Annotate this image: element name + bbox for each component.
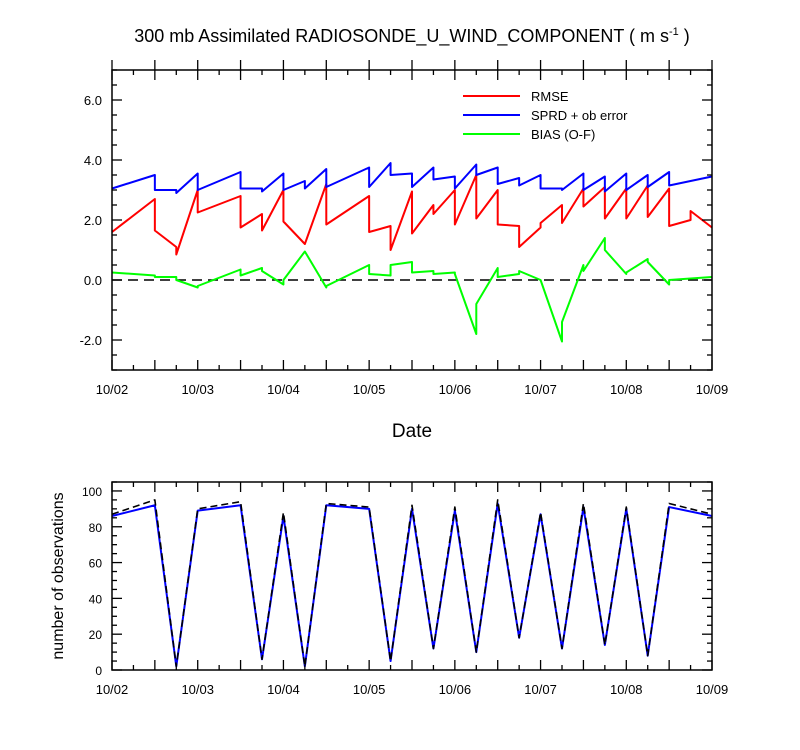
upper-tick-label-group: 10/02 10/03 10/04 10/05 10/06 10/07 10/08 10/09… [80,93,729,397]
upper-series-line-sprd-ob-error [111,162,713,194]
lower-chart: 10/02 10/03 10/04 10/05 10/06 10/07 10/08 10/09… [50,481,728,697]
upper-series-line-bias-o-f [111,237,713,343]
upper-y-tick-label: 0.0 [84,273,102,288]
chart-title-end: ) [679,26,690,46]
lower-y-tick-label: 0 [95,664,102,678]
chart-title: 300 mb Assimilated RADIOSONDE_U_WIND_COM… [134,26,690,47]
upper-x-tick-label: 10/07 [524,382,557,397]
upper-y-tick-label: 2.0 [84,213,102,228]
lower-y-tick-label: 20 [89,628,103,642]
chart-title-superscript: -1 [669,26,679,38]
lower-x-tick-label: 10/06 [439,682,472,697]
upper-chart: 300 mb Assimilated RADIOSONDE_U_WIND_COM… [80,26,729,442]
upper-x-tick-label: 10/08 [610,382,643,397]
lower-x-tick-label: 10/04 [267,682,300,697]
lower-y-tick-label: 80 [89,521,103,535]
upper-y-tick-label: 4.0 [84,153,102,168]
upper-series-group [111,162,713,343]
chart-title-text: 300 mb Assimilated RADIOSONDE_U_WIND_COM… [134,26,669,47]
lower-x-tick-label: 10/02 [96,682,129,697]
legend-label: SPRD + ob error [531,108,628,123]
upper-x-tick-label: 10/04 [267,382,300,397]
lower-tick-group [111,481,713,671]
lower-y-tick-label: 60 [89,557,103,571]
lower-series-line-observations-assimilated [111,502,713,668]
legend-label: RMSE [531,89,569,104]
y-axis-label: number of observations [50,492,67,659]
upper-x-tick-label: 10/09 [696,382,729,397]
upper-x-tick-label: 10/05 [353,382,386,397]
upper-y-tick-label: 6.0 [84,93,102,108]
upper-x-tick-label: 10/06 [439,382,472,397]
upper-tick-group [111,60,713,371]
lower-series-line-observations-total [111,499,713,668]
lower-x-tick-label: 10/03 [181,682,214,697]
lower-tick-label-group: 10/02 10/03 10/04 10/05 10/06 10/07 10/08 10/09… [82,485,728,697]
lower-x-tick-label: 10/07 [524,682,557,697]
lower-x-tick-label: 10/09 [696,682,729,697]
lower-x-tick-label: 10/08 [610,682,643,697]
legend-label: BIAS (O-F) [531,127,595,142]
legend: RMSE SPRD + ob error BIAS (O-F) [463,89,628,142]
upper-y-tick-label: -2.0 [80,333,102,348]
lower-y-tick-label: 100 [82,485,102,499]
lower-series-group [111,499,713,668]
lower-y-tick-label: 40 [89,592,103,606]
upper-x-tick-label: 10/02 [96,382,129,397]
lower-x-tick-label: 10/05 [353,682,386,697]
x-axis-label: Date [392,421,432,442]
upper-x-tick-label: 10/03 [181,382,214,397]
